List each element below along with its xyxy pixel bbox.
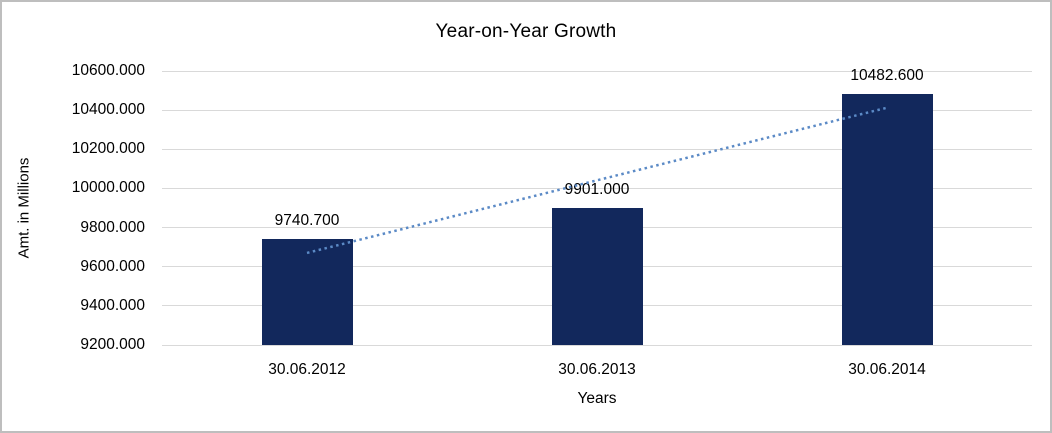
y-tick-label: 9200.000 xyxy=(80,336,145,353)
bar-value-label: 10482.600 xyxy=(850,66,924,84)
gridline xyxy=(162,344,1032,346)
x-axis-title: Years xyxy=(577,390,617,407)
y-tick-label: 9600.000 xyxy=(80,257,145,275)
chart-title: Year-on-Year Growth xyxy=(435,21,617,42)
x-category-label: 30.06.2013 xyxy=(558,361,636,378)
y-tick-label: 10400.000 xyxy=(71,101,145,119)
y-axis-title: Amt. in Millions xyxy=(15,157,33,259)
bar xyxy=(261,239,353,345)
x-category-label: 30.06.2012 xyxy=(268,361,346,378)
bar-value-label: 9740.700 xyxy=(274,212,340,230)
bar xyxy=(551,207,643,345)
bar-value-label: 9901.000 xyxy=(564,180,630,198)
x-category-label: 30.06.2014 xyxy=(848,361,926,378)
gridline xyxy=(162,70,1032,72)
y-tick-label: 9400.000 xyxy=(80,296,145,314)
y-tick-label: 9800.000 xyxy=(80,218,145,236)
y-tick-label: 10200.000 xyxy=(71,140,145,158)
y-tick-label: 10600.000 xyxy=(71,62,145,79)
bar xyxy=(841,93,933,345)
y-tick-label: 10000.000 xyxy=(71,179,145,197)
